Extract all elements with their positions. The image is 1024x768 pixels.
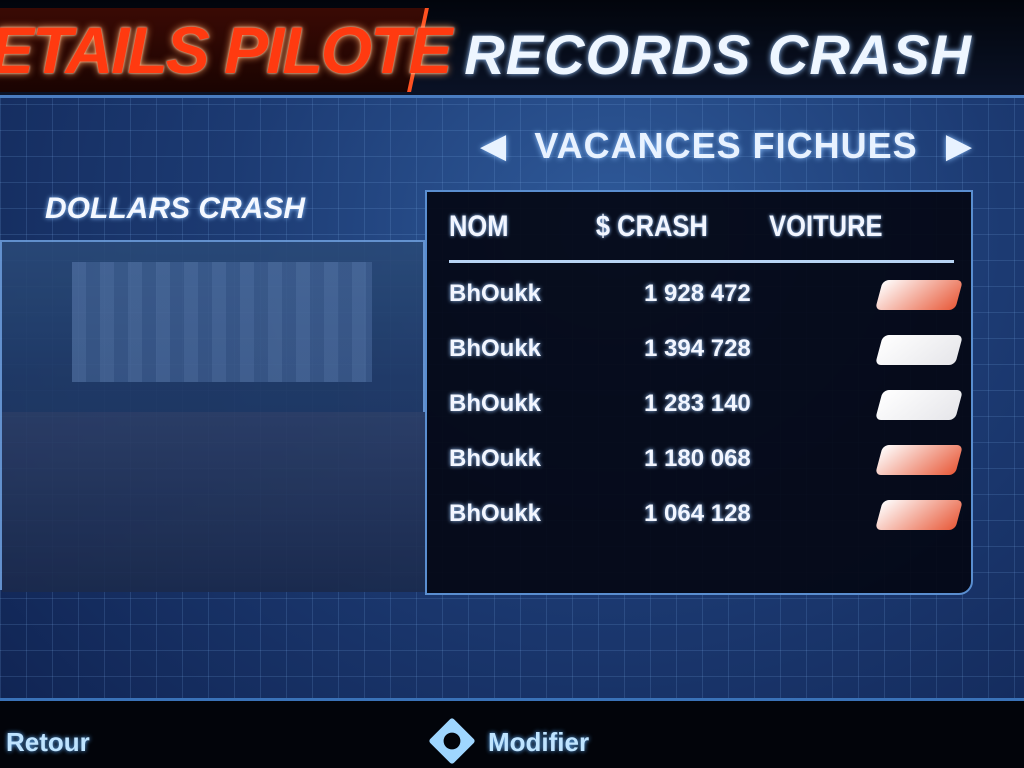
table-header: NOM $ CRASH VOITURE xyxy=(449,210,883,244)
footer-bar: Retour Modifier xyxy=(0,698,1024,768)
modify-button[interactable]: Modifier xyxy=(488,727,590,757)
driver-details-title: ETAILS PILOTE xyxy=(0,13,451,87)
preview-buildings xyxy=(72,262,372,382)
section-label: DOLLARS CRASH xyxy=(45,192,305,225)
car-logo-icon xyxy=(874,390,964,420)
column-header-car: VOITURE xyxy=(769,210,883,243)
dpad-icon xyxy=(428,717,476,765)
car-logo-icon xyxy=(874,280,964,310)
header: ETAILS PILOTE RECORDS CRASH xyxy=(0,0,1024,98)
car-logo-icon xyxy=(874,500,964,530)
driver-details-tab[interactable]: ETAILS PILOTE xyxy=(0,8,451,92)
table-row: BhOukk 1 394 728 xyxy=(449,335,964,372)
driver-name: BhOukk xyxy=(449,335,542,362)
page-title: RECORDS CRASH xyxy=(464,23,972,86)
crash-value: 1 180 068 xyxy=(644,445,751,472)
preview-road xyxy=(2,412,427,592)
crash-value: 1 064 128 xyxy=(644,500,751,527)
driver-name: BhOukk xyxy=(449,280,542,307)
event-name: VACANCES FICHUES xyxy=(534,125,918,166)
event-selector[interactable]: ◀ VACANCES FICHUES ▶ xyxy=(480,120,972,172)
arrow-right-icon[interactable]: ▶ xyxy=(945,127,972,165)
header-divider xyxy=(449,260,954,263)
track-preview xyxy=(0,240,427,592)
table-row: BhOukk 1 180 068 xyxy=(449,445,964,482)
records-table: NOM $ CRASH VOITURE BhOukk 1 928 472 BhOuk… xyxy=(425,190,973,595)
back-button[interactable]: Retour xyxy=(6,727,90,757)
crash-value: 1 283 140 xyxy=(644,390,751,417)
column-header-name: NOM xyxy=(449,210,509,243)
table-row: BhOukk 1 928 472 xyxy=(449,280,964,317)
crash-value: 1 394 728 xyxy=(644,335,751,362)
table-row: BhOukk 1 283 140 xyxy=(449,390,964,427)
column-header-crash: $ CRASH xyxy=(595,210,708,243)
car-logo-icon xyxy=(874,335,964,365)
table-row: BhOukk 1 064 128 xyxy=(449,500,964,537)
arrow-left-icon[interactable]: ◀ xyxy=(480,127,507,165)
car-logo-icon xyxy=(874,445,964,475)
driver-name: BhOukk xyxy=(449,445,542,472)
driver-name: BhOukk xyxy=(449,390,542,417)
driver-name: BhOukk xyxy=(449,500,542,527)
crash-value: 1 928 472 xyxy=(644,280,751,307)
